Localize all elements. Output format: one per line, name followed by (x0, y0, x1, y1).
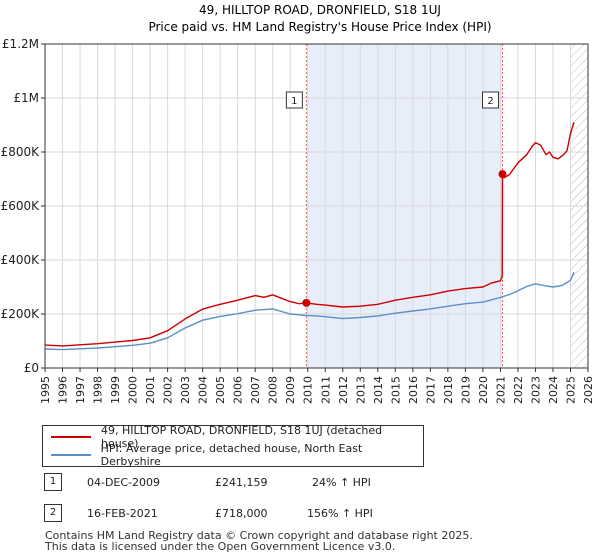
x-tick-label: 1996 (57, 376, 70, 404)
sale-label-box-1 (285, 91, 303, 109)
sale-price: £241,159 (215, 476, 268, 489)
x-tick-label: 2023 (529, 376, 542, 404)
y-tick-label: £1M (13, 91, 39, 105)
x-tick-label: 2002 (162, 376, 175, 404)
sale-hpi-change: 156% ↑ HPI (307, 507, 373, 520)
x-tick-label: 2006 (232, 376, 245, 404)
footer-licence: This data is licensed under the Open Gov… (45, 540, 396, 553)
sale-badge-2: 2 (44, 504, 62, 522)
y-tick-label: £400K (1, 253, 41, 267)
x-tick-label: 2010 (302, 376, 315, 404)
x-tick-label: 2007 (249, 376, 262, 404)
legend: 49, HILLTOP ROAD, DRONFIELD, S18 1UJ (de… (42, 424, 424, 468)
x-tick-label: 2015 (389, 376, 402, 404)
x-tick-label: 2025 (564, 376, 577, 404)
sale-date: 04-DEC-2009 (87, 476, 161, 489)
legend-item-hpi: HPI: Average price, detached house, Nort… (51, 442, 423, 468)
x-tick-label: 1999 (109, 376, 122, 404)
sale-hpi-change: 24% ↑ HPI (312, 476, 371, 489)
x-tick-label: 2016 (407, 376, 420, 404)
sale-label-box-2 (482, 91, 500, 109)
x-tick-label: 2012 (337, 376, 350, 404)
price-chart: 49, HILLTOP ROAD, DRONFIELD, S18 1UJ Pri… (1, 3, 595, 404)
y-tick-label: £0 (24, 361, 39, 375)
x-tick-label: 2001 (144, 376, 157, 404)
y-tick-label: £800K (1, 145, 41, 159)
sale-price: £718,000 (215, 507, 268, 520)
x-tick-label: 2013 (354, 376, 367, 404)
plot-frame (44, 43, 589, 369)
chart-subtitle: Price paid vs. HM Land Registry's House … (148, 20, 491, 34)
x-tick-label: 2017 (424, 376, 437, 404)
x-tick-label: 2008 (267, 376, 280, 404)
chart-title: 49, HILLTOP ROAD, DRONFIELD, S18 1UJ (199, 3, 441, 17)
y-tick-label: £1.2M (2, 37, 39, 51)
property-series-line (44, 122, 575, 347)
table-row: 2 16-FEB-2021 £718,000 156% ↑ HPI (42, 504, 442, 524)
x-tick-label: 2000 (127, 376, 140, 404)
sale-badge-1: 1 (44, 473, 62, 491)
x-tick-label: 2021 (494, 376, 507, 404)
legend-item-property: 49, HILLTOP ROAD, DRONFIELD, S18 1UJ (de… (51, 424, 423, 450)
legend-swatch-property (51, 436, 91, 438)
x-tick-label: 2004 (197, 376, 210, 404)
x-tick-label: 1998 (92, 376, 105, 404)
legend-label-property: 49, HILLTOP ROAD, DRONFIELD, S18 1UJ (de… (101, 424, 383, 450)
legend-swatch-hpi (51, 454, 91, 456)
x-tick-label: 2026 (582, 376, 595, 404)
x-tick-label: 2011 (319, 376, 332, 404)
sale-date: 16-FEB-2021 (87, 507, 158, 520)
x-tick-label: 2020 (477, 376, 490, 404)
x-tick-label: 2019 (459, 376, 472, 404)
sale-point-1 (302, 298, 311, 307)
x-tick-label: 2009 (284, 376, 297, 404)
x-tick-label: 2003 (179, 376, 192, 404)
x-tick-label: 2005 (214, 376, 227, 404)
y-tick-label: £200K (1, 307, 41, 321)
x-tick-label: 2014 (372, 376, 385, 404)
table-row: 1 04-DEC-2009 £241,159 24% ↑ HPI (42, 473, 442, 493)
sale-label-2: 2 (487, 96, 493, 107)
footer-copyright: Contains HM Land Registry data © Crown c… (45, 529, 473, 542)
x-tick-label: 2018 (442, 376, 455, 404)
sale-point-2 (498, 170, 507, 179)
x-tick-label: 2022 (512, 376, 525, 404)
footer: Contains HM Land Registry data © Crown c… (45, 530, 473, 552)
y-tick-label: £600K (1, 199, 41, 213)
x-tick-label: 1995 (39, 376, 52, 404)
legend-label-hpi: HPI: Average price, detached house, Nort… (100, 442, 363, 468)
x-tick-label: 1997 (74, 376, 87, 404)
sale-label-1: 1 (291, 96, 297, 107)
x-tick-label: 2024 (547, 376, 560, 404)
hpi-series-line (44, 271, 575, 351)
